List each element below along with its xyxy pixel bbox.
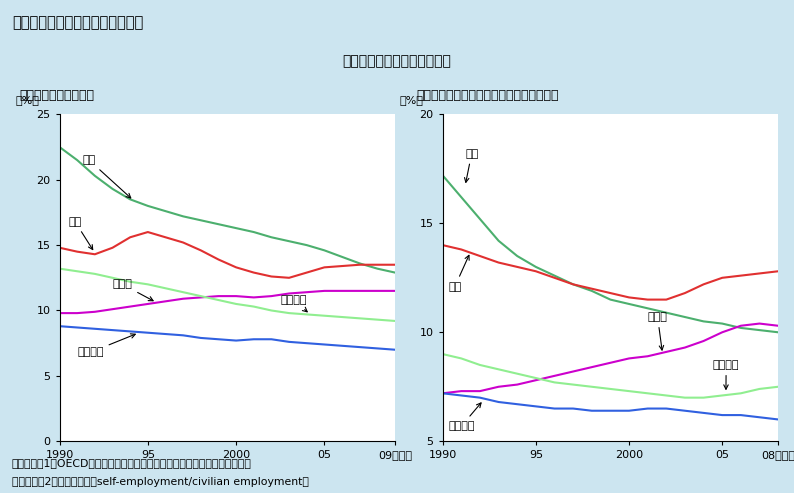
Text: 日本: 日本: [83, 155, 131, 198]
Text: （１）自営業率の推移: （１）自営業率の推移: [20, 89, 94, 102]
Text: 2．自営業率は、self-employment/civilian employment。: 2．自営業率は、self-employment/civilian employm…: [12, 477, 309, 487]
Text: 第３－１－８図　自営業率の推移: 第３－１－８図 自営業率の推移: [12, 15, 143, 30]
Text: （２）自営業率（農林漁業を除く）の推移: （２）自営業率（農林漁業を除く）の推移: [417, 89, 559, 102]
Text: フランス: フランス: [713, 360, 739, 389]
Text: ドイツ: ドイツ: [113, 280, 153, 301]
Text: アメリカ: アメリカ: [449, 403, 481, 431]
Text: 日本の自営業率は急速に低下: 日本の自営業率は急速に低下: [342, 54, 452, 69]
Text: ドイツ: ドイツ: [648, 312, 668, 350]
Text: 日本: 日本: [464, 148, 478, 182]
Text: （%）: （%）: [399, 95, 423, 105]
Text: アメリカ: アメリカ: [77, 334, 135, 357]
Text: （%）: （%）: [16, 95, 40, 105]
Text: 英国: 英国: [68, 216, 93, 249]
Text: （備考）　1．OECDにより作成。日本は総務省「労働力調査」により作成。: （備考） 1．OECDにより作成。日本は総務省「労働力調査」により作成。: [12, 458, 252, 468]
Text: フランス: フランス: [280, 295, 307, 312]
Text: 英国: 英国: [449, 255, 469, 291]
